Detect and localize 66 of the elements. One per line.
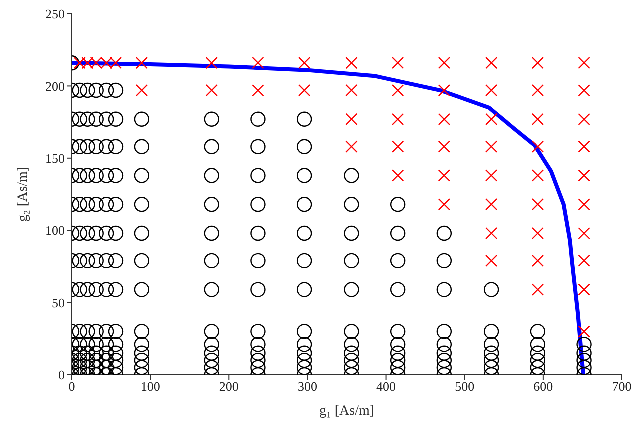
point: [438, 84, 451, 97]
x-tick-label: 300: [298, 379, 318, 394]
point: [578, 198, 590, 211]
point: [578, 84, 590, 97]
x-tick-label: 100: [140, 379, 160, 394]
point: [578, 113, 590, 126]
point: [532, 198, 544, 211]
point: [532, 84, 544, 97]
point: [578, 284, 590, 296]
y-axis-title: g₂ [As/m]: [16, 166, 31, 222]
x-tick-label: 700: [612, 379, 632, 394]
point: [392, 84, 404, 97]
point: [532, 56, 544, 70]
point: [298, 84, 311, 97]
y-tick-label: 200: [46, 78, 65, 94]
point: [392, 56, 404, 70]
point: [532, 284, 544, 296]
point: [438, 198, 451, 211]
x-tick-label: 200: [219, 379, 239, 394]
x-tick-label: 400: [376, 379, 396, 394]
point: [485, 56, 498, 70]
point: [578, 140, 590, 153]
point: [392, 170, 404, 182]
y-tick-label: 100: [46, 223, 65, 238]
point: [392, 140, 404, 153]
point: [298, 56, 311, 70]
y-tick-label: 50: [52, 295, 65, 310]
point: [485, 198, 498, 211]
point: [206, 56, 218, 70]
point: [578, 56, 590, 70]
x-tick-label: 0: [68, 379, 76, 394]
x-tick-label: 600: [534, 379, 554, 394]
point: [438, 140, 451, 153]
point: [485, 170, 498, 182]
point: [532, 113, 544, 126]
point: [438, 170, 451, 182]
point: [206, 84, 218, 97]
point: [485, 113, 498, 126]
point: [136, 56, 148, 70]
point: [485, 227, 498, 240]
point: [252, 84, 264, 97]
x-tick-label: 500: [455, 379, 475, 394]
point: [438, 113, 451, 126]
point: [346, 113, 358, 126]
point: [136, 84, 148, 97]
y-tick-label: 250: [46, 6, 65, 22]
point: [346, 56, 358, 70]
point: [578, 254, 590, 268]
point: [485, 254, 498, 268]
point: [578, 326, 590, 338]
point: [392, 113, 404, 126]
point: [346, 140, 358, 153]
x-axis-title: g₁ [As/m]: [319, 404, 375, 419]
point: [532, 254, 544, 268]
point: [578, 170, 590, 182]
point: [346, 84, 358, 97]
point: [252, 56, 264, 70]
point: [532, 140, 544, 153]
point: [532, 227, 544, 240]
point: [485, 140, 498, 153]
point: [578, 227, 590, 240]
point: [438, 56, 451, 70]
y-tick-label: 0: [58, 368, 65, 383]
y-tick-label: 150: [46, 151, 65, 166]
point: [532, 170, 544, 182]
point: [485, 84, 498, 97]
